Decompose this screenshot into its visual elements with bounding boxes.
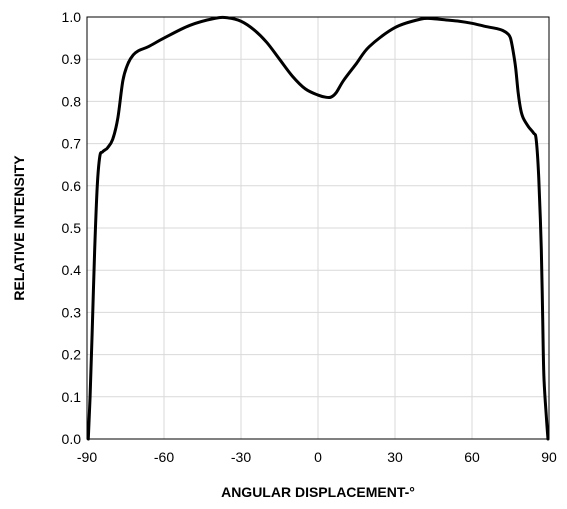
y-axis-ticks: 0.0 0.1 0.2 0.3 0.4 0.5 0.6 0.7 0.8 0.9 1.0 — [62, 9, 82, 447]
y-tick-label: 0.9 — [62, 51, 82, 67]
series-line — [86, 15, 550, 441]
x-tick-label: 90 — [541, 449, 557, 465]
y-tick-label: 0.1 — [62, 389, 82, 405]
y-tick-label: 1.0 — [62, 9, 82, 25]
series-layer — [86, 15, 550, 441]
x-tick-label: -30 — [231, 449, 251, 465]
y-tick-label: 0.2 — [62, 347, 82, 363]
x-axis-ticks: -90 -60 -30 0 30 60 90 — [77, 449, 557, 465]
x-tick-label: -90 — [77, 449, 97, 465]
y-tick-label: 0.0 — [62, 431, 82, 447]
y-tick-label: 0.4 — [62, 262, 82, 278]
grid-lines — [87, 17, 549, 439]
y-tick-label: 0.6 — [62, 178, 82, 194]
y-axis-title: RELATIVE INTENSITY — [11, 155, 27, 301]
x-tick-label: 60 — [464, 449, 480, 465]
y-tick-label: 0.3 — [62, 304, 82, 320]
y-tick-label: 0.5 — [62, 220, 82, 236]
y-tick-label: 0.7 — [62, 136, 82, 152]
x-tick-label: -60 — [154, 449, 174, 465]
plot-frame — [86, 16, 550, 440]
y-tick-label: 0.8 — [62, 93, 82, 109]
x-tick-label: 0 — [314, 449, 322, 465]
x-tick-label: 30 — [387, 449, 403, 465]
x-axis-title: ANGULAR DISPLACEMENT-° — [221, 484, 415, 500]
